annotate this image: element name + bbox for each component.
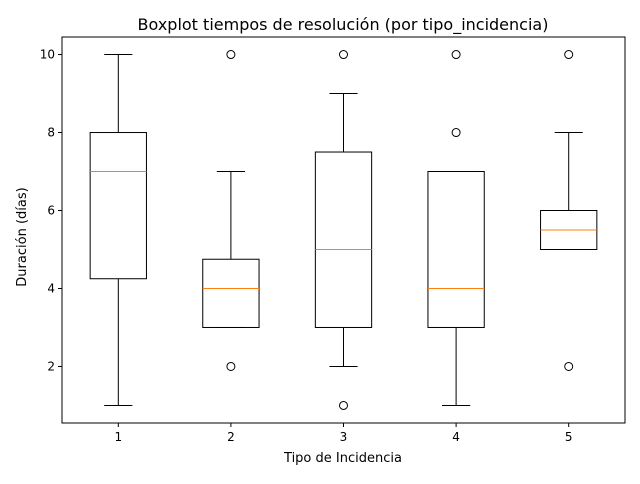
- outlier-point: [564, 361, 574, 371]
- axes-frame: [61, 36, 626, 424]
- y-tick-label: 4: [47, 281, 55, 295]
- box-group-1: [89, 54, 147, 406]
- x-tick-label: 1: [114, 430, 122, 444]
- y-tick-label: 8: [47, 126, 55, 140]
- x-tick-label: 2: [227, 430, 235, 444]
- box-iqr: [89, 132, 147, 280]
- box-group-5: [540, 50, 598, 371]
- outlier-point: [451, 128, 461, 138]
- box-group-2: [202, 50, 260, 371]
- box-group-4: [427, 50, 485, 406]
- y-tick-label: 10: [40, 48, 55, 62]
- y-tick-label: 2: [47, 359, 55, 373]
- outlier-point: [339, 50, 348, 60]
- y-axis-label: Duración (días): [15, 187, 30, 286]
- box-iqr: [427, 171, 485, 328]
- x-tick-label: 4: [452, 430, 460, 444]
- y-tick-label: 6: [47, 204, 55, 218]
- chart-title: Boxplot tiempos de resolución (por tipo_…: [138, 15, 549, 35]
- outlier-point: [226, 361, 236, 371]
- box-iqr: [314, 151, 373, 328]
- outlier-point: [226, 50, 236, 60]
- box-group-3: [314, 50, 373, 410]
- box-iqr: [202, 258, 260, 328]
- outlier-point: [564, 50, 574, 60]
- x-tick-label: 3: [340, 430, 348, 444]
- outlier-point: [451, 50, 461, 60]
- x-tick-label: 5: [565, 430, 573, 444]
- outlier-point: [339, 400, 348, 410]
- x-axis-label: Tipo de Incidencia: [283, 451, 402, 466]
